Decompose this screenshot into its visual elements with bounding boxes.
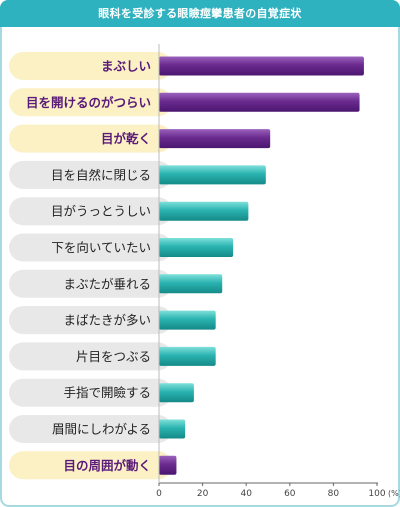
category-label-background <box>9 233 172 262</box>
x-tick-label: 40 <box>240 489 252 499</box>
bar <box>159 383 194 403</box>
bar <box>159 419 186 439</box>
bar <box>159 201 249 221</box>
category-label: 下を向いていたい <box>51 240 151 255</box>
x-tick-label: 60 <box>284 489 296 499</box>
category-label-background <box>9 160 172 189</box>
category-label-background <box>9 52 172 80</box>
x-tick-label: 20 <box>197 489 209 499</box>
bar <box>159 274 223 294</box>
category-label-background <box>9 451 172 480</box>
bar <box>159 310 216 330</box>
category-label: まぶしい <box>101 59 151 74</box>
bar <box>159 455 177 475</box>
category-label: まばたきが多い <box>63 313 151 328</box>
category-label: まぶたが垂れる <box>63 276 151 291</box>
category-label-background <box>9 88 172 117</box>
category-label-background <box>9 342 172 371</box>
x-unit-label: (%) <box>388 489 400 498</box>
category-label: 目が乾く <box>101 131 151 146</box>
category-label: 目を自然に閉じる <box>51 167 151 182</box>
category-label: 眉間にしわがよる <box>52 422 151 437</box>
category-label: 目の周囲が動く <box>63 458 151 473</box>
category-label: 片目をつぶる <box>76 349 151 364</box>
category-label-background <box>9 197 172 226</box>
category-label-background <box>9 124 172 153</box>
bar <box>159 92 360 112</box>
bar <box>159 238 234 257</box>
category-label: 目がうっとうしい <box>51 204 151 219</box>
bar <box>159 129 271 149</box>
category-label: 目を開けるのがつらい <box>26 95 151 110</box>
bar <box>159 165 266 185</box>
x-tick-label: 80 <box>328 489 340 499</box>
category-label-background <box>9 415 172 443</box>
category-label-background <box>9 378 172 407</box>
bar <box>159 56 364 76</box>
category-label: 手指で開瞼する <box>63 385 151 400</box>
x-tick-label: 0 <box>156 489 162 499</box>
bar <box>159 346 216 366</box>
category-label-background <box>9 269 172 298</box>
category-label-background <box>9 306 172 335</box>
x-tick-label: 100 <box>368 489 385 499</box>
chart-title: 眼科を受診する眼瞼痙攣患者の自覚症状 <box>0 0 400 27</box>
